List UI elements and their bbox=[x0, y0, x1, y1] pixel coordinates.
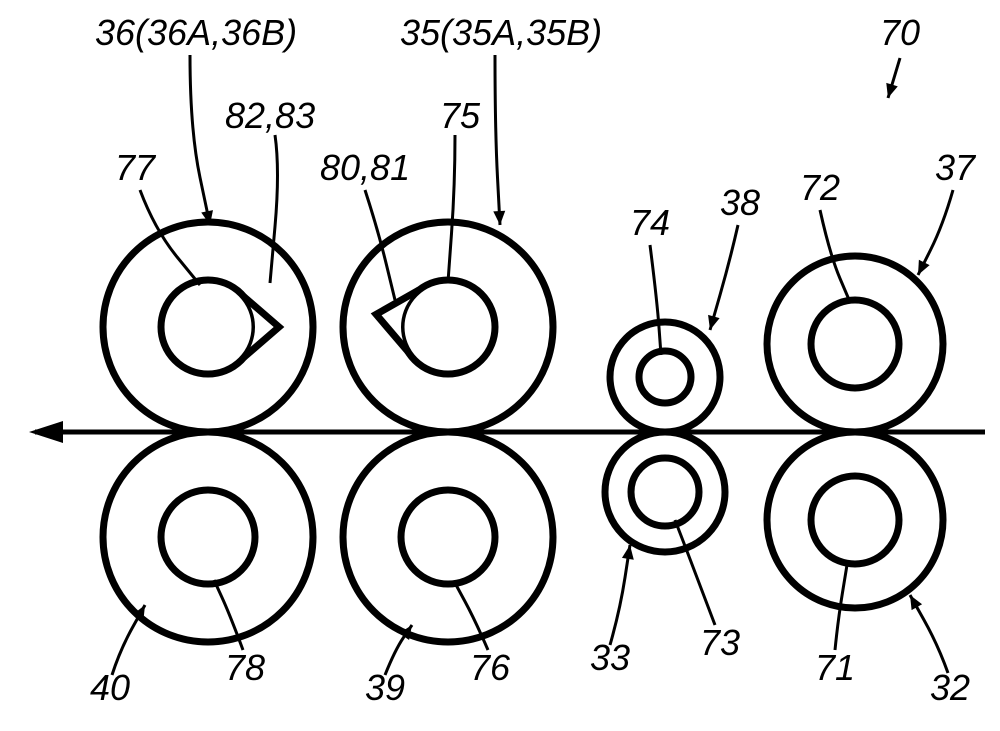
leader-L38 bbox=[710, 225, 738, 330]
label-L75: 75 bbox=[440, 95, 481, 136]
label-L78: 78 bbox=[225, 647, 265, 688]
leader-arrow-L38 bbox=[708, 315, 720, 330]
label-L71: 71 bbox=[815, 647, 855, 688]
roller-37-outer bbox=[767, 256, 943, 432]
label-L72: 72 bbox=[800, 167, 840, 208]
label-L73: 73 bbox=[700, 622, 740, 663]
roller-40-outer bbox=[103, 432, 313, 642]
leader-arrow-L33 bbox=[622, 545, 634, 560]
roller-32-outer bbox=[767, 432, 943, 608]
label-L8283: 82,83 bbox=[225, 95, 315, 136]
roller-35-outer bbox=[343, 222, 553, 432]
label-L77: 77 bbox=[115, 147, 157, 188]
leader-arrow-L35 bbox=[493, 211, 505, 225]
roller-39-outer bbox=[343, 432, 553, 642]
label-L76: 76 bbox=[470, 647, 511, 688]
roller-33-outer bbox=[605, 432, 725, 552]
label-L33: 33 bbox=[590, 637, 630, 678]
label-L35: 35(35A,35B) bbox=[400, 12, 602, 53]
label-L38: 38 bbox=[720, 182, 760, 223]
label-L40: 40 bbox=[90, 667, 130, 708]
label-L70: 70 bbox=[880, 12, 920, 53]
leader-L35 bbox=[495, 55, 500, 225]
label-L32: 32 bbox=[930, 667, 970, 708]
label-L37: 37 bbox=[935, 147, 977, 188]
leader-L33 bbox=[610, 545, 630, 645]
label-L39: 39 bbox=[365, 667, 405, 708]
label-L8081: 80,81 bbox=[320, 147, 410, 188]
leader-arrow-L70 bbox=[886, 83, 897, 98]
flow-arrow-head bbox=[29, 421, 63, 443]
leader-L36 bbox=[190, 55, 210, 225]
label-L74: 74 bbox=[630, 202, 670, 243]
roller-38-outer bbox=[610, 322, 720, 432]
label-L36: 36(36A,36B) bbox=[95, 12, 297, 53]
